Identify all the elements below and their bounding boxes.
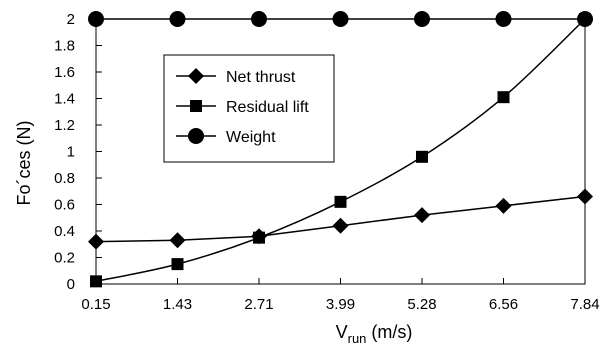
data-point-net-thrust [577, 188, 593, 205]
legend-swatch-marker [188, 68, 204, 84]
legend: Net thrust Residual lift Weight [163, 54, 335, 163]
y-axis-title: Fo´ces (N) [14, 121, 34, 206]
x-axis-title: Vrun (m/s) [336, 322, 413, 346]
data-point-net-thrust [414, 207, 430, 224]
y-tick-label: 1.8 [54, 38, 75, 55]
x-axis-ticks: 0.15 1.43 2.71 3.99 5.28 6.56 7.84 [81, 278, 600, 313]
legend-label: Net thrust [226, 69, 296, 86]
data-point-net-thrust [495, 197, 512, 214]
x-tick-label: 6.56 [489, 296, 518, 313]
data-point-residual-lift [90, 275, 102, 288]
legend-label: Weight [226, 129, 276, 146]
legend-item-weight: Weight [176, 128, 276, 146]
legend-item-residual-lift: Residual lift [176, 99, 309, 116]
data-point-net-thrust [169, 232, 186, 249]
y-tick-label: 0.6 [54, 197, 75, 214]
data-point-weight [169, 11, 186, 27]
data-point-weight [88, 11, 104, 27]
y-tick-label: 1.4 [54, 91, 75, 108]
data-point-weight [577, 11, 593, 27]
y-axis-ticks: 0 0.2 0.4 0.6 0.8 1 1.2 1.4 1.6 1.8 2 [54, 11, 102, 293]
series-residual-lift [90, 13, 591, 288]
x-axis-title-subscript: run [348, 331, 367, 346]
y-tick-label: 0.8 [54, 170, 75, 187]
series-layer [88, 11, 593, 288]
y-tick-label: 1.2 [54, 117, 75, 134]
x-axis-title-main: V [336, 322, 348, 342]
x-tick-label: 7.84 [570, 296, 599, 313]
data-point-residual-lift [416, 150, 428, 163]
x-tick-label: 2.71 [244, 296, 273, 313]
y-tick-label: 1.6 [54, 64, 75, 81]
data-point-weight [414, 11, 430, 27]
data-point-weight [332, 11, 349, 27]
x-tick-label: 1.43 [163, 296, 192, 313]
legend-swatch-marker [188, 128, 204, 144]
y-tick-label: 2 [67, 11, 75, 28]
x-axis-title-unit: (m/s) [366, 322, 412, 342]
y-tick-label: 0 [67, 276, 75, 293]
data-point-net-thrust [332, 217, 349, 234]
legend-item-net-thrust: Net thrust [176, 68, 296, 86]
data-point-residual-lift [253, 231, 265, 244]
y-tick-label: 1 [67, 144, 75, 161]
data-point-residual-lift [497, 91, 510, 104]
data-point-weight [495, 11, 512, 27]
legend-swatch-marker [190, 100, 202, 112]
data-point-net-thrust [88, 233, 104, 250]
x-tick-label: 0.15 [81, 296, 110, 313]
series-weight [88, 11, 593, 27]
data-point-weight [251, 11, 267, 27]
y-tick-label: 0.2 [54, 250, 75, 267]
legend-label: Residual lift [226, 99, 309, 116]
x-tick-label: 3.99 [326, 296, 355, 313]
x-tick-label: 5.28 [407, 296, 436, 313]
data-point-residual-lift [171, 258, 184, 271]
data-point-residual-lift [334, 195, 347, 208]
y-tick-label: 0.4 [54, 223, 75, 240]
